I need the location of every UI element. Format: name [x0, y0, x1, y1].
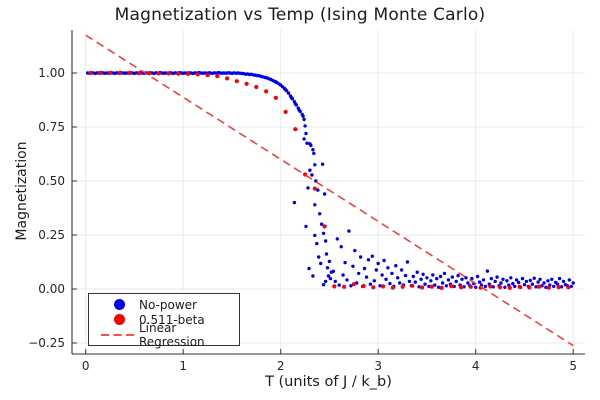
series-0-511-beta — [88, 70, 571, 290]
legend-item-linear-regression: Linear Regression — [99, 321, 239, 349]
x-tick-label: 4 — [472, 359, 480, 373]
dashed-line-marker-icon — [101, 333, 137, 336]
legend-marker-column — [99, 332, 139, 338]
legend-item-no-power: No-power — [99, 297, 239, 312]
chart-title: Magnetization vs Temp (Ising Monte Carlo… — [114, 5, 486, 25]
blue-circle-marker-icon — [113, 299, 125, 310]
legend-label-0511-beta: 0.511-beta — [139, 312, 205, 327]
x-tick-label: 3 — [374, 359, 382, 373]
legend-item-0511-beta: 0.511-beta — [99, 312, 239, 327]
red-circle-marker-icon — [113, 314, 125, 325]
y-tick-label: −0.25 — [28, 336, 65, 350]
x-tick-label: 0 — [82, 359, 90, 373]
axes-spines — [71, 30, 585, 355]
x-tick-label: 5 — [569, 359, 577, 373]
legend-marker-column — [99, 314, 139, 325]
legend-label-no-power: No-power — [139, 297, 197, 312]
y-tick-label: 0.75 — [38, 120, 65, 134]
y-tick-label: 0.50 — [38, 174, 65, 188]
y-tick-label: 1.00 — [38, 66, 65, 80]
x-tick-label: 2 — [277, 359, 285, 373]
x-axis-label: T (units of J / k_b) — [265, 374, 392, 390]
series-linear-regression — [85, 34, 574, 347]
y-tick-label: 0.00 — [38, 282, 65, 296]
tick-labels: 0 1 2 3 4 5 −0.25 0.00 0.25 0.50 0.75 1.00 — [28, 66, 577, 373]
y-tick-label: 0.25 — [38, 228, 65, 242]
legend-marker-column — [99, 299, 139, 310]
series-no-power — [86, 70, 575, 289]
legend-label-linear-regression: Linear Regression — [139, 320, 205, 349]
legend: No-power 0.511-beta Linear Regression — [88, 293, 240, 349]
x-tick-label: 1 — [179, 359, 187, 373]
